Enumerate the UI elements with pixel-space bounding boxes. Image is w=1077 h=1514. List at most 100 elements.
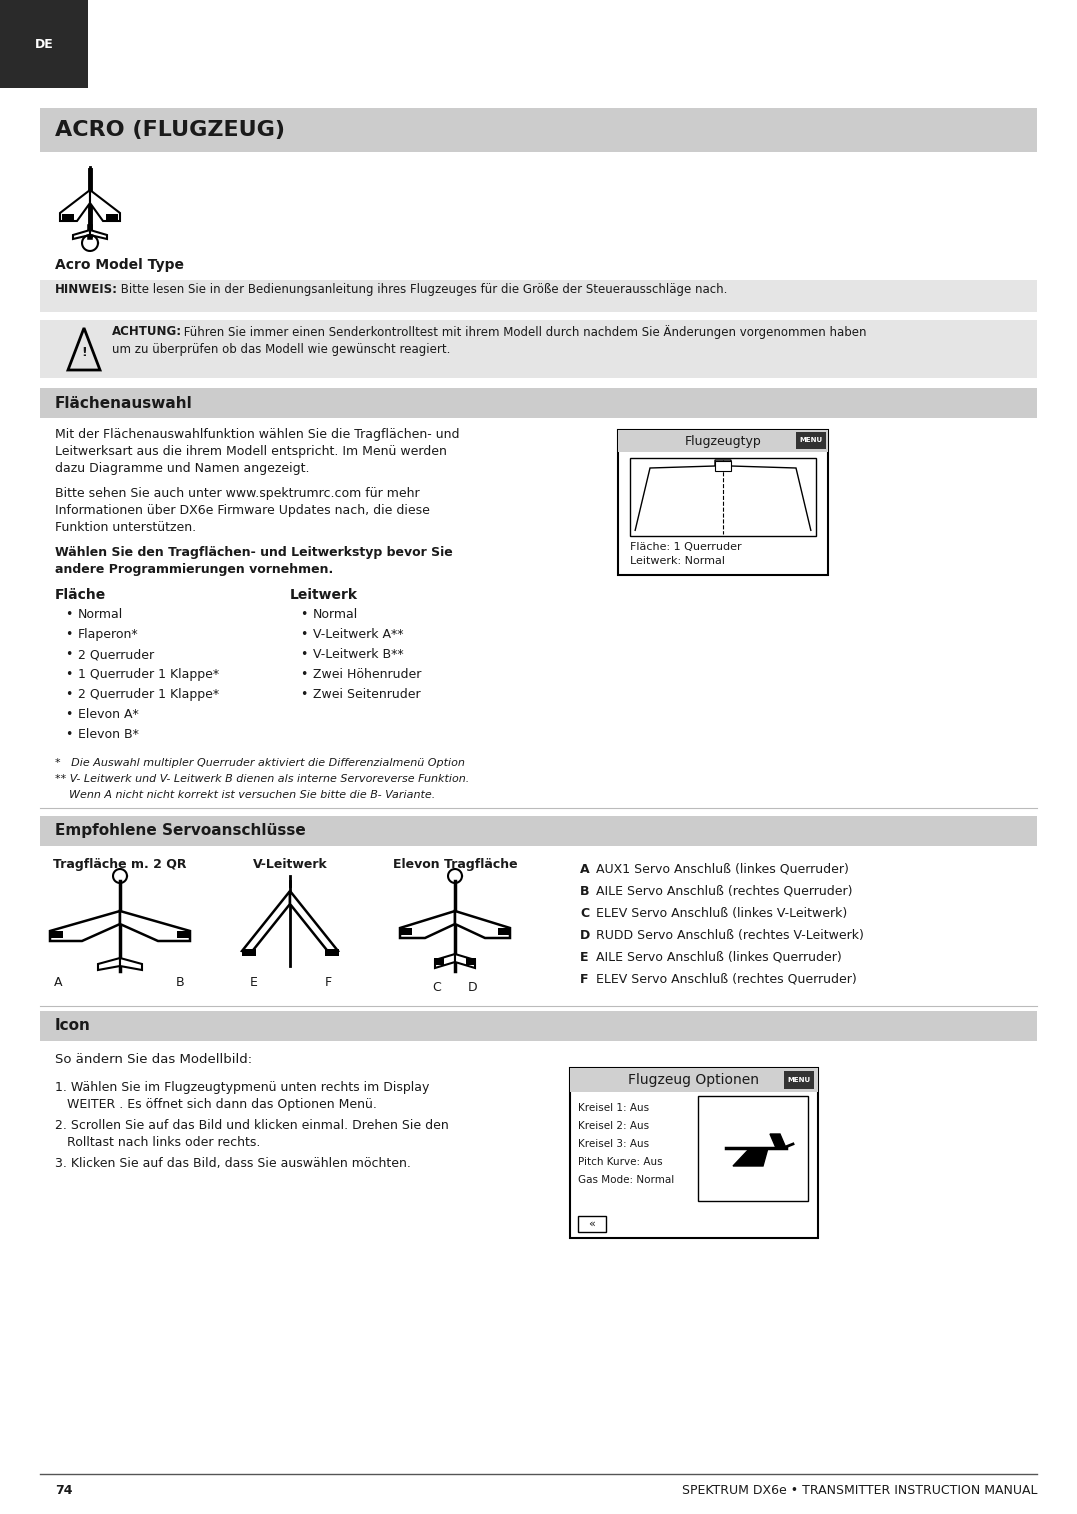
Text: Bitte lesen Sie in der Bedienungsanleitung ihres Flugzeuges für die Größe der St: Bitte lesen Sie in der Bedienungsanleitu…: [117, 283, 727, 297]
Text: dazu Diagramme und Namen angezeigt.: dazu Diagramme und Namen angezeigt.: [55, 462, 309, 475]
Text: Kreisel 1: Aus: Kreisel 1: Aus: [578, 1104, 649, 1113]
Text: «: «: [588, 1219, 596, 1229]
Text: andere Programmierungen vornehmen.: andere Programmierungen vornehmen.: [55, 563, 333, 575]
Text: •: •: [65, 648, 72, 662]
Polygon shape: [454, 911, 510, 939]
Polygon shape: [290, 892, 338, 954]
Text: Empfohlene Servoanschlüsse: Empfohlene Servoanschlüsse: [55, 824, 306, 839]
Text: D: D: [581, 930, 590, 942]
Text: Elevon A*: Elevon A*: [78, 709, 139, 721]
Text: WEITER . Es öffnet sich dann das Optionen Menü.: WEITER . Es öffnet sich dann das Optione…: [55, 1098, 377, 1111]
Text: So ändern Sie das Modellbild:: So ändern Sie das Modellbild:: [55, 1054, 252, 1066]
Text: •: •: [300, 609, 307, 621]
Text: A: A: [581, 863, 589, 877]
Text: Flugzeug Optionen: Flugzeug Optionen: [629, 1073, 759, 1087]
Text: V-Leitwerk B**: V-Leitwerk B**: [313, 648, 404, 662]
Text: •: •: [300, 648, 307, 662]
Text: •: •: [65, 628, 72, 640]
Text: RUDD Servo Anschluß (rechtes V-Leitwerk): RUDD Servo Anschluß (rechtes V-Leitwerk): [596, 930, 864, 942]
Bar: [398, 928, 412, 936]
Text: AILE Servo Anschluß (linkes Querruder): AILE Servo Anschluß (linkes Querruder): [596, 951, 842, 964]
Text: Zwei Seitenruder: Zwei Seitenruder: [313, 687, 421, 701]
Bar: [618, 430, 828, 575]
Polygon shape: [98, 958, 120, 970]
Text: Pitch Kurve: Aus: Pitch Kurve: Aus: [578, 1157, 662, 1167]
Text: 1. Wählen Sie im Flugzeugtypmenü unten rechts im Display: 1. Wählen Sie im Flugzeugtypmenü unten r…: [55, 1081, 430, 1095]
Text: Zwei Höhenruder: Zwei Höhenruder: [313, 668, 421, 681]
Bar: [325, 949, 339, 955]
Text: Icon: Icon: [55, 1019, 90, 1034]
Text: Normal: Normal: [313, 609, 359, 621]
Text: Elevon B*: Elevon B*: [78, 728, 139, 740]
Bar: [578, 1216, 606, 1232]
Text: •: •: [300, 687, 307, 701]
Text: *   Die Auswahl multipler Querruder aktiviert die Differenzialmenü Option: * Die Auswahl multipler Querruder aktivi…: [55, 759, 465, 768]
Text: Flaperon*: Flaperon*: [78, 628, 139, 640]
Bar: [570, 1067, 819, 1092]
Bar: [106, 213, 118, 220]
Text: Normal: Normal: [78, 609, 123, 621]
Text: MENU: MENU: [787, 1076, 811, 1083]
Text: B: B: [581, 886, 589, 898]
Text: Rolltast nach links oder rechts.: Rolltast nach links oder rechts.: [55, 1136, 261, 1149]
Text: MENU: MENU: [799, 438, 823, 444]
Text: Acro Model Type: Acro Model Type: [55, 257, 184, 273]
Text: ACHTUNG:: ACHTUNG:: [112, 326, 182, 338]
Text: HINWEIS:: HINWEIS:: [55, 283, 118, 297]
Text: Flächenauswahl: Flächenauswahl: [55, 395, 193, 410]
Text: •: •: [65, 687, 72, 701]
Polygon shape: [50, 911, 120, 942]
Text: ELEV Servo Anschluß (linkes V-Leitwerk): ELEV Servo Anschluß (linkes V-Leitwerk): [596, 907, 848, 921]
Text: •: •: [65, 709, 72, 721]
Text: ELEV Servo Anschluß (rechtes Querruder): ELEV Servo Anschluß (rechtes Querruder): [596, 974, 856, 986]
Text: C: C: [433, 981, 442, 995]
Bar: [618, 430, 828, 453]
Bar: [40, 319, 1037, 378]
Text: 2 Querruder: 2 Querruder: [78, 648, 154, 662]
Text: 2 Querruder 1 Klappe*: 2 Querruder 1 Klappe*: [78, 687, 219, 701]
Text: Fläche: 1 Querruder: Fläche: 1 Querruder: [630, 542, 742, 553]
Polygon shape: [90, 230, 107, 239]
Text: Bitte sehen Sie auch unter www.spektrumrc.com für mehr: Bitte sehen Sie auch unter www.spektrumr…: [55, 488, 420, 500]
Bar: [715, 460, 731, 471]
Text: D: D: [468, 981, 478, 995]
Text: Tragfläche m. 2 QR: Tragfläche m. 2 QR: [53, 858, 186, 871]
Bar: [40, 107, 1037, 151]
Polygon shape: [400, 911, 454, 939]
Bar: [40, 1011, 1037, 1042]
Polygon shape: [770, 1134, 786, 1148]
Polygon shape: [73, 230, 90, 239]
Text: B: B: [176, 977, 184, 989]
Polygon shape: [120, 911, 190, 942]
Text: ** V- Leitwerk und V- Leitwerk B dienen als interne Servoreverse Funktion.: ** V- Leitwerk und V- Leitwerk B dienen …: [55, 774, 470, 784]
Text: Gas Mode: Normal: Gas Mode: Normal: [578, 1175, 674, 1185]
Text: Leitwerk: Leitwerk: [290, 587, 358, 603]
Polygon shape: [60, 189, 90, 221]
Text: AILE Servo Anschluß (rechtes Querruder): AILE Servo Anschluß (rechtes Querruder): [596, 886, 853, 898]
Text: Flugzeugtyp: Flugzeugtyp: [685, 435, 761, 448]
Bar: [698, 1096, 808, 1201]
Bar: [0, 0, 88, 88]
Text: •: •: [300, 628, 307, 640]
Polygon shape: [435, 954, 454, 967]
Bar: [434, 958, 444, 964]
Bar: [40, 388, 1037, 418]
Polygon shape: [120, 958, 142, 970]
Text: !: !: [81, 345, 87, 359]
Text: Kreisel 3: Aus: Kreisel 3: Aus: [578, 1139, 649, 1149]
Text: Informationen über DX6e Firmware Updates nach, die diese: Informationen über DX6e Firmware Updates…: [55, 504, 430, 516]
Text: E: E: [250, 977, 257, 989]
Text: 2. Scrollen Sie auf das Bild und klicken einmal. Drehen Sie den: 2. Scrollen Sie auf das Bild und klicken…: [55, 1119, 449, 1132]
Text: C: C: [581, 907, 589, 921]
Text: V-Leitwerk A**: V-Leitwerk A**: [313, 628, 404, 640]
Text: Wählen Sie den Tragflächen- und Leitwerkstyp bevor Sie: Wählen Sie den Tragflächen- und Leitwerk…: [55, 547, 452, 559]
Text: A: A: [54, 977, 62, 989]
Text: um zu überprüfen ob das Modell wie gewünscht reagiert.: um zu überprüfen ob das Modell wie gewün…: [112, 344, 450, 356]
Text: AUX1 Servo Anschluß (linkes Querruder): AUX1 Servo Anschluß (linkes Querruder): [596, 863, 849, 877]
Text: F: F: [581, 974, 588, 986]
Bar: [784, 1070, 814, 1089]
Text: ACRO (FLUGZEUG): ACRO (FLUGZEUG): [55, 120, 285, 139]
Polygon shape: [242, 892, 290, 954]
Bar: [466, 958, 476, 964]
Text: •: •: [65, 728, 72, 740]
